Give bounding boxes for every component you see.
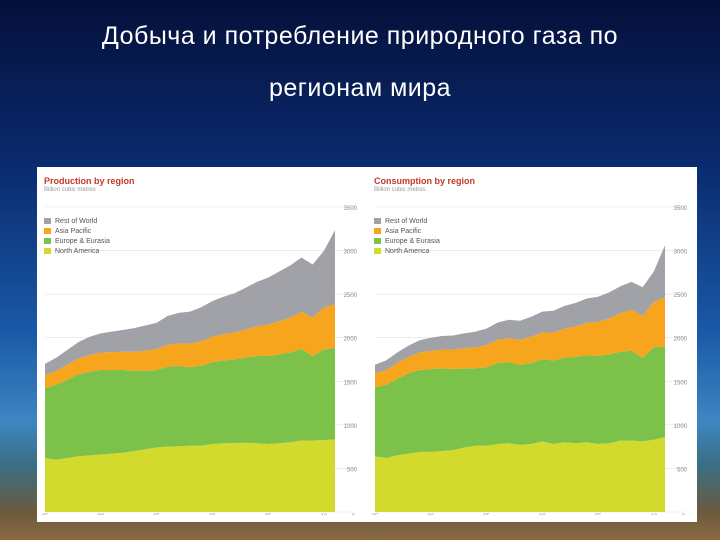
chart-bottom-strip [367, 515, 697, 522]
legend-swatch [44, 228, 51, 234]
legend-label: Europe & Eurasia [55, 237, 110, 245]
legend-swatch [44, 248, 51, 254]
legend-swatch [44, 238, 51, 244]
legend-swatch [44, 218, 51, 224]
chart-title: Consumption by region [374, 176, 475, 186]
consumption-chart-panel: Consumption by region Billion cubic metr… [367, 167, 697, 522]
legend-item-asia-pacific: Asia Pacific [374, 226, 440, 236]
y-tick-label: 1500 [674, 380, 688, 386]
area-europe-and-eurasia [45, 347, 335, 460]
legend-item-north-america: North America [44, 246, 110, 256]
legend-label: Asia Pacific [385, 227, 422, 235]
legend-label: North America [55, 247, 100, 255]
y-tick-label: 3500 [674, 206, 688, 212]
area-europe-and-eurasia [375, 346, 665, 458]
y-tick-label: 1000 [674, 424, 688, 430]
chart-title: Production by region [44, 176, 135, 186]
y-tick-label: 1500 [344, 380, 358, 386]
area-asia-pacific [375, 297, 665, 388]
y-tick-label: 3000 [674, 250, 688, 256]
y-tick-label: 3000 [344, 250, 358, 256]
legend-label: Rest of World [385, 217, 428, 225]
legend-swatch [374, 248, 381, 254]
legend-swatch [374, 238, 381, 244]
y-tick-label: 500 [677, 467, 688, 473]
area-north-america [375, 437, 665, 512]
area-rest-of-world [375, 245, 665, 374]
legend-item-rest-of-world: Rest of World [374, 216, 440, 226]
production-area-chart: 5001000150020002500300035000859095000510 [42, 206, 358, 520]
legend-swatch [374, 218, 381, 224]
y-tick-label: 2000 [674, 337, 688, 343]
y-tick-label: 1000 [344, 424, 358, 430]
legend-label: Europe & Eurasia [385, 237, 440, 245]
legend-item-europe-and-eurasia: Europe & Eurasia [44, 236, 110, 246]
area-asia-pacific [45, 304, 335, 389]
y-tick-label: 3500 [344, 206, 358, 212]
legend-label: Rest of World [55, 217, 98, 225]
y-tick-label: 500 [347, 467, 358, 473]
chart-legend: Rest of World Asia Pacific Europe & Eurasi… [374, 216, 440, 256]
consumption-area-chart: 5001000150020002500300035000859095000510 [372, 206, 688, 520]
legend-item-rest-of-world: Rest of World [44, 216, 110, 226]
y-tick-label: 2500 [674, 293, 688, 299]
y-tick-label: 2000 [344, 337, 358, 343]
production-chart-panel: Production by region Billion cubic metre… [37, 167, 367, 522]
legend-item-europe-and-eurasia: Europe & Eurasia [374, 236, 440, 246]
slide-title-line-2: регионам мира [268, 74, 452, 102]
legend-swatch [374, 228, 381, 234]
area-rest-of-world [45, 230, 335, 376]
legend-label: Asia Pacific [55, 227, 92, 235]
legend-label: North America [385, 247, 430, 255]
chart-subtitle: Billion cubic metres [374, 187, 426, 193]
chart-subtitle: Billion cubic metres [44, 187, 96, 193]
slide-title-line-1: Добыча и потребление природного газа по [101, 22, 619, 50]
legend-item-north-america: North America [374, 246, 440, 256]
legend-item-asia-pacific: Asia Pacific [44, 226, 110, 236]
chart-legend: Rest of World Asia Pacific Europe & Eurasi… [44, 216, 110, 256]
area-north-america [45, 439, 335, 512]
y-tick-label: 2500 [344, 293, 358, 299]
chart-bottom-strip [37, 515, 367, 522]
